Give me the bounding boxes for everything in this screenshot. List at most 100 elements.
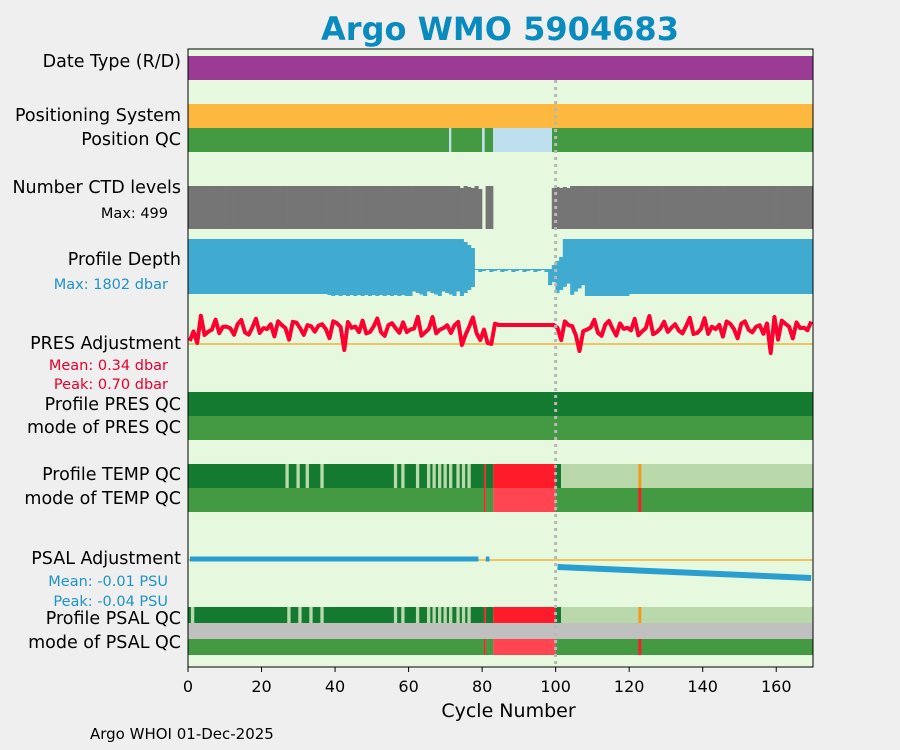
ctd-bar (643, 186, 648, 229)
temp-qc-segment (401, 464, 405, 488)
ctd-bar (665, 186, 670, 229)
profile-depth-bar (776, 239, 781, 294)
profile-depth-bar (787, 239, 792, 294)
ctd-bar (647, 186, 652, 229)
profile-depth-bar (187, 239, 192, 294)
profile-depth-bar (702, 239, 707, 294)
ctd-bar (239, 186, 244, 229)
ctd-bar (441, 186, 446, 229)
ctd-bar (717, 186, 722, 229)
profile-depth-bar (265, 239, 270, 294)
positioning-system-bar (188, 104, 813, 128)
ctd-bar (430, 186, 435, 229)
profile-depth-bar (794, 239, 799, 294)
position-qc-segment (484, 128, 494, 152)
profile-depth-bar (706, 239, 711, 294)
profile-depth-bar (559, 257, 564, 290)
ctd-bar (345, 186, 350, 229)
profile-depth-bar (202, 239, 207, 294)
ctd-bar (463, 186, 468, 229)
ctd-bar (651, 186, 656, 229)
psal-qc-segment (320, 607, 324, 631)
psal-qc-segment (190, 607, 195, 631)
ctd-bar (202, 186, 207, 229)
ctd-bar (801, 186, 806, 229)
profile-depth-bar (728, 239, 733, 294)
ctd-bar (320, 186, 325, 229)
ctd-bar (695, 186, 700, 229)
profile-depth-bar (603, 239, 608, 296)
ctd-bar (698, 186, 703, 229)
label-pres-adjustment: PRES Adjustment (30, 334, 181, 354)
ctd-bar (228, 186, 233, 229)
ctd-bar (408, 186, 413, 229)
profile-depth-bar (772, 239, 777, 294)
temp-mode-segment (485, 488, 494, 512)
profile-depth-bar (423, 239, 428, 296)
profile-depth-bar (570, 239, 575, 295)
x-tick-label: 160 (761, 677, 792, 696)
ctd-bar (485, 186, 490, 229)
profile-depth-bar (746, 239, 751, 294)
ctd-bar (323, 186, 328, 229)
ctd-bar (404, 186, 409, 229)
ctd-bar (367, 186, 373, 229)
profile-depth-bar (632, 239, 637, 294)
profile-depth-bar (551, 265, 556, 282)
position-qc-segment (451, 128, 483, 152)
x-tick-label: 0 (183, 677, 193, 696)
profile-depth-bar (386, 239, 391, 295)
profile-depth-bar (331, 239, 336, 296)
ctd-bar (595, 186, 600, 229)
ctd-bar (265, 186, 270, 229)
profile-depth-bar (529, 269, 534, 270)
ctd-bar (423, 186, 428, 229)
label-mode-pres-qc: mode of PRES QC (26, 418, 181, 438)
ctd-bar (397, 186, 402, 229)
profile-depth-bar (426, 239, 431, 292)
profile-depth-bar (220, 239, 225, 294)
profile-depth-bar (720, 239, 725, 294)
ctd-bar (187, 186, 192, 229)
profile-pres-qc-bar (188, 392, 813, 416)
psal-qc-segment (443, 607, 447, 631)
temp-qc-segment (493, 464, 556, 488)
profile-depth-bar (761, 239, 766, 294)
profile-depth-bar (801, 239, 806, 294)
x-tick-label: 100 (540, 677, 571, 696)
ctd-bar (356, 186, 361, 229)
label-date-type: Date Type (R/D) (42, 52, 181, 72)
temp-qc-segment (438, 464, 442, 488)
profile-depth-bar (198, 239, 203, 294)
profile-depth-bar (452, 239, 457, 296)
ctd-bar (316, 186, 321, 229)
profile-depth-bar (253, 239, 259, 294)
profile-depth-bar (691, 239, 696, 294)
ctd-bar (702, 186, 707, 229)
psal-qc-grey-band (188, 623, 813, 639)
profile-depth-bar (684, 239, 689, 294)
profile-depth-bar (621, 239, 626, 296)
profile-depth-bar (195, 239, 200, 294)
profile-depth-bar (566, 239, 571, 284)
profile-depth-bar (713, 239, 718, 294)
ctd-bar (235, 186, 240, 229)
profile-depth-bar (301, 239, 306, 294)
profile-depth-bar (496, 269, 501, 270)
psal-qc-segment (438, 607, 442, 631)
position-qc-segment (449, 128, 452, 152)
profile-depth-bar (610, 239, 615, 296)
profile-depth-bar (434, 239, 439, 295)
profile-depth-bar (382, 239, 387, 296)
profile-depth-bar (239, 239, 244, 294)
profile-depth-bar (507, 269, 512, 270)
profile-depth-bar (459, 239, 464, 296)
profile-depth-bar (790, 239, 795, 294)
ctd-bar (706, 186, 711, 229)
mode-psal-qc-bars (188, 639, 813, 655)
ctd-bar (452, 186, 457, 229)
temp-qc-segment (432, 464, 436, 488)
profile-depth-bar (320, 239, 325, 294)
ctd-bar (412, 186, 417, 229)
